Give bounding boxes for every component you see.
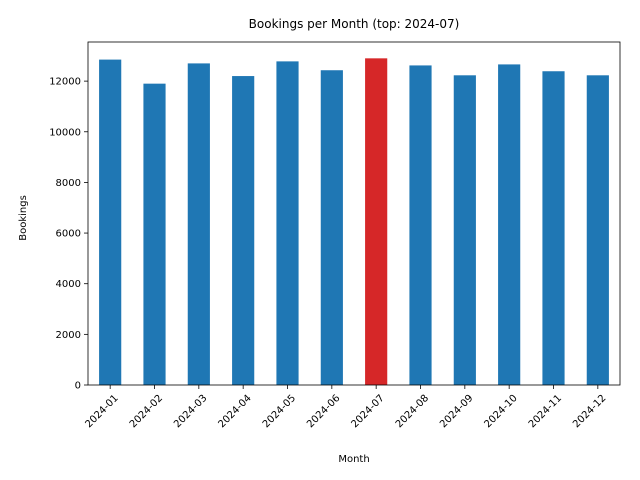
x-axis: 2024-01 2024-02 2024-03 2024-04 2024-05 2024-… <box>83 385 608 430</box>
bars <box>99 58 609 386</box>
x-tick-label: 2024-10 <box>482 393 519 430</box>
y-axis: 0 2000 4000 6000 8000 10000 12000 <box>49 77 88 392</box>
x-tick-label: 2024-11 <box>527 393 564 430</box>
x-tick-label: 2024-01 <box>83 393 120 430</box>
y-tick-label: 0 <box>75 381 81 392</box>
plot-frame <box>87 41 621 386</box>
x-axis-label: Month <box>338 454 369 465</box>
bar-2024-04 <box>232 76 255 385</box>
bar-2024-01 <box>99 59 122 385</box>
x-tick-label: 2024-02 <box>128 393 165 430</box>
y-axis-label: Bookings <box>18 195 29 241</box>
x-tick-label: 2024-05 <box>261 393 298 430</box>
bar-2024-08 <box>409 65 432 386</box>
y-tick-label: 2000 <box>56 330 81 341</box>
bar-2024-06 <box>320 70 343 386</box>
x-tick-label: 2024-12 <box>571 393 608 430</box>
x-tick-label: 2024-06 <box>305 393 342 430</box>
chart-title: Bookings per Month (top: 2024-07) <box>249 17 460 31</box>
bar-2024-07 <box>365 58 388 385</box>
x-tick-label: 2024-09 <box>438 393 475 430</box>
y-tick-label: 4000 <box>56 279 81 290</box>
bar-2024-10 <box>498 64 521 385</box>
bar-2024-09 <box>453 75 476 385</box>
x-tick-label: 2024-07 <box>349 393 386 430</box>
y-tick-label: 10000 <box>49 127 81 138</box>
x-tick-label: 2024-08 <box>394 393 431 430</box>
bar-2024-11 <box>542 71 565 386</box>
bar-2024-05 <box>276 61 299 385</box>
y-tick-label: 12000 <box>49 77 81 88</box>
bar-2024-12 <box>586 75 609 385</box>
bar-2024-02 <box>143 83 166 385</box>
y-tick-label: 6000 <box>56 229 81 240</box>
bar-2024-03 <box>187 63 210 385</box>
x-tick-label: 2024-03 <box>172 393 209 430</box>
y-tick-label: 8000 <box>56 178 81 189</box>
x-tick-label: 2024-04 <box>216 393 253 430</box>
